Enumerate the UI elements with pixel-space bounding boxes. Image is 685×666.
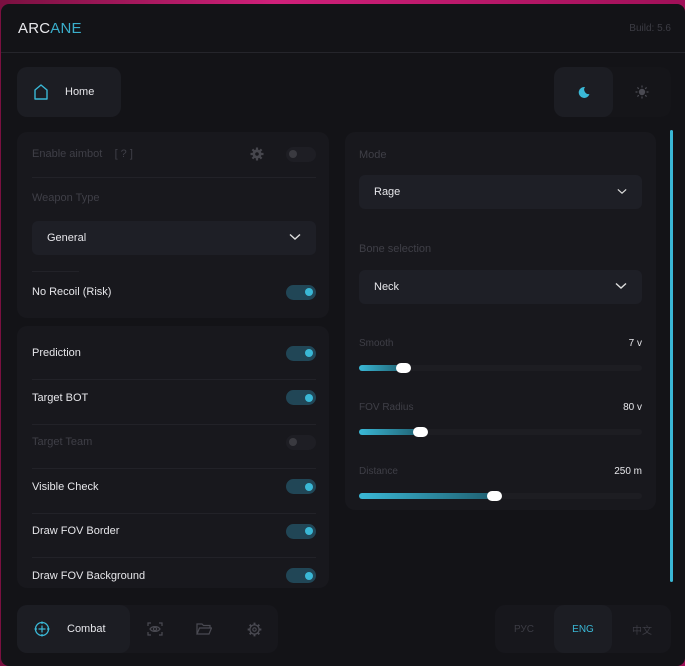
slider-label: FOV Radius [359, 402, 414, 413]
no-recoil-toggle[interactable] [286, 284, 316, 300]
aimbot-panel: Enable aimbot [ ? ] Weapon Type General … [17, 132, 329, 318]
toggle-label: Draw FOV Background [32, 569, 146, 582]
no-recoil-label: No Recoil (Risk) [32, 286, 112, 298]
app-window: ARCANE Build: 5.6 Home Enable aimbot [ ?… [1, 4, 685, 666]
slider-value: 7 v [628, 338, 642, 349]
options-panel: Prediction Target BOT Target Team Visible C… [17, 326, 329, 588]
tab-combat[interactable]: Combat [17, 605, 130, 653]
tab-combat-label: Combat [67, 623, 106, 635]
home-label: Home [65, 86, 95, 98]
slider-header: Smooth 7 v [359, 338, 642, 349]
dark-theme-button[interactable] [554, 67, 613, 117]
language-option[interactable]: ENG [554, 605, 612, 653]
toggle-switch[interactable] [286, 568, 316, 583]
language-option[interactable]: РУС [495, 605, 553, 653]
slider-track[interactable] [359, 363, 642, 373]
toggle-label: Draw FOV Border [32, 525, 120, 537]
slider-fill [359, 493, 495, 499]
slider-fill [359, 365, 405, 371]
mode-select[interactable]: Rage [359, 175, 642, 209]
slider-handle[interactable] [396, 363, 412, 373]
mode-value: Rage [374, 186, 401, 198]
toggle-switch[interactable] [286, 523, 316, 539]
no-recoil-row: No Recoil (Risk) [32, 282, 316, 302]
chevron-down-icon [617, 186, 627, 198]
toggle-label: Target BOT [32, 391, 89, 404]
language-label: РУС [513, 623, 535, 635]
language-label: 中文 [632, 625, 652, 637]
enable-aimbot-row: Enable aimbot [ ? ] [32, 144, 316, 164]
toggle-label: Visible Check [32, 480, 99, 493]
gear-icon[interactable] [250, 147, 264, 161]
enable-aimbot-label: Enable aimbot [ ? ] [32, 148, 133, 160]
slider-handle[interactable] [413, 427, 429, 437]
language-label: ENG [572, 623, 594, 635]
slider-track[interactable] [359, 491, 642, 501]
weapon-type-select[interactable]: General [32, 221, 316, 255]
divider [32, 379, 316, 380]
light-theme-button[interactable] [613, 67, 671, 117]
chevron-down-icon [289, 232, 301, 244]
home-button[interactable]: Home [17, 67, 121, 117]
scrollbar[interactable] [670, 130, 673, 582]
toggle-label: Prediction [32, 347, 81, 359]
toggle-switch[interactable] [286, 345, 316, 361]
weapon-type-value: General [47, 232, 87, 244]
home-icon [34, 84, 48, 100]
toggle-label: Target Team [32, 436, 93, 448]
language-option[interactable]: 中文 [613, 605, 671, 653]
toggle-row: Target Team [32, 432, 316, 452]
gear-icon [247, 622, 261, 636]
divider [32, 271, 79, 272]
toggle-row: Draw FOV Background [32, 566, 316, 586]
eye-scan-icon [147, 622, 163, 636]
divider [32, 177, 316, 178]
header: ARCANE Build: 5.6 [1, 4, 685, 53]
divider [32, 512, 316, 514]
slider-handle[interactable] [486, 491, 502, 501]
slider-track[interactable] [359, 427, 642, 437]
slider-header: FOV Radius 80 v [359, 402, 642, 413]
toggle-switch[interactable] [286, 479, 316, 494]
toggle-row: Draw FOV Border [32, 521, 316, 541]
tab-visuals[interactable] [143, 619, 167, 639]
help-link[interactable]: [ ? ] [114, 148, 133, 160]
toggle-switch[interactable] [286, 434, 316, 450]
toggle-switch[interactable] [286, 390, 316, 405]
sun-icon [635, 85, 649, 99]
crosshair-icon [34, 621, 50, 637]
enable-aimbot-toggle[interactable] [286, 146, 316, 162]
bottom-nav: Combat [17, 605, 278, 653]
slider-header: Distance 250 m [359, 466, 642, 477]
toggle-row: Visible Check [32, 477, 316, 497]
folder-icon [196, 623, 212, 635]
chevron-down-icon [615, 281, 627, 293]
bone-selection-select[interactable]: Neck [359, 270, 642, 304]
logo: ARCANE [18, 20, 82, 37]
bone-value: Neck [374, 281, 400, 293]
slider-fill [359, 429, 422, 435]
toggle-row: Target BOT [32, 388, 316, 408]
slider-label: Smooth [359, 338, 394, 349]
language-switch: РУС ENG 中文 [495, 605, 671, 653]
settings-panel: Mode Rage Bone selection Neck Smooth 7 v … [345, 132, 656, 510]
moon-icon [578, 86, 589, 98]
toggle-row: Prediction [32, 343, 316, 363]
divider [32, 557, 316, 558]
weapon-type-label: Weapon Type [32, 192, 100, 204]
divider [32, 468, 316, 469]
mode-label: Mode [359, 149, 387, 161]
build-version: Build: 5.6 [629, 23, 671, 34]
bone-selection-label: Bone selection [359, 243, 432, 255]
tab-settings[interactable] [242, 619, 266, 639]
slider-value: 250 m [614, 466, 642, 477]
tab-configs[interactable] [192, 619, 216, 639]
slider-value: 80 v [623, 402, 642, 413]
divider [32, 423, 316, 425]
slider-label: Distance [359, 466, 398, 477]
